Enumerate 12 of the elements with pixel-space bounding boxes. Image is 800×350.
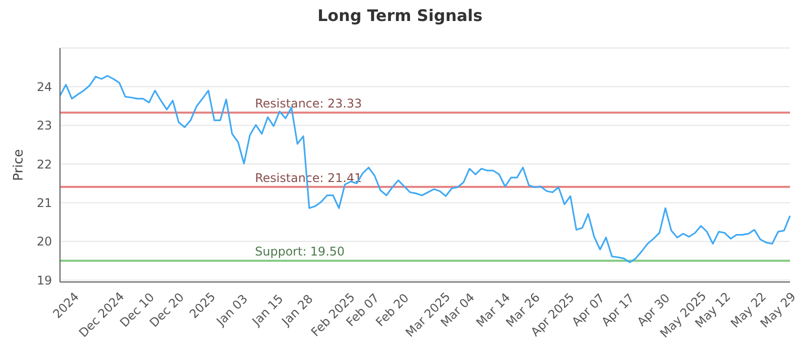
x-tick-label: Jan 03	[213, 292, 250, 329]
ref-line-label: Resistance: 23.33	[255, 96, 362, 111]
y-tick-label: 23	[36, 118, 52, 133]
y-tick-label: 19	[36, 273, 52, 288]
y-tick-label: 22	[36, 157, 52, 172]
line-series	[59, 75, 791, 264]
y-tick-label: 21	[36, 196, 52, 210]
chart-title: Long Term Signals	[316, 6, 484, 25]
y-tick-label: 24	[36, 80, 52, 94]
y-axis-title: Price	[12, 149, 27, 181]
y-tick-label: 20	[36, 234, 52, 249]
ref-line-label: Support: 19.50	[255, 244, 345, 259]
